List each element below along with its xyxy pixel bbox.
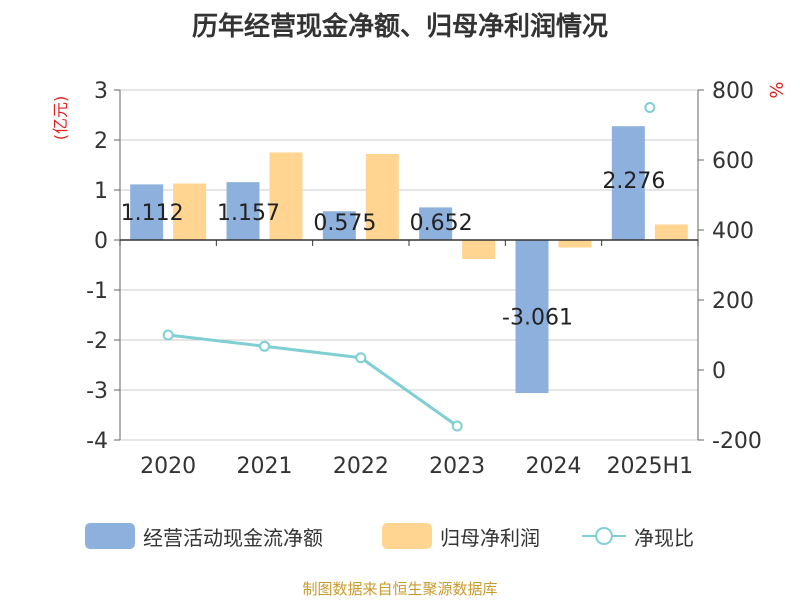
axes-layer: 3 2 1 0 -1 -2 -3 -4 800 600 400 200 0 -200 (亿元)% 2020 20… bbox=[51, 79, 786, 479]
data-label-operating-cash: 0.575 bbox=[313, 211, 376, 236]
legend-label-operating-cash: 经营活动现金流净额 bbox=[143, 525, 323, 550]
bar-operating-cash bbox=[322, 211, 356, 240]
grid-lines bbox=[120, 89, 698, 441]
y-right-tick-label: 800 bbox=[712, 79, 754, 104]
bar-net-profit bbox=[269, 152, 303, 240]
x-tick-label: 2023 bbox=[429, 454, 485, 479]
data-label-operating-cash: 1.157 bbox=[217, 201, 280, 226]
legend-swatch-ratio bbox=[582, 527, 626, 545]
y-right-axis-unit: % bbox=[765, 81, 786, 98]
legend-item-net-profit: 归母净利润 bbox=[382, 518, 540, 554]
x-tick-label: 2024 bbox=[526, 454, 582, 479]
data-label-operating-cash: -3.061 bbox=[502, 306, 573, 331]
ratio-point bbox=[644, 102, 656, 113]
bar-operating-cash bbox=[130, 184, 164, 240]
y-left-tick-label: -2 bbox=[86, 329, 108, 354]
x-tick-label: 2025H1 bbox=[607, 454, 694, 479]
bar-operating-cash bbox=[419, 207, 453, 240]
data-label-operating-cash: 2.276 bbox=[602, 169, 665, 194]
legend-item-operating-cash: 经营活动现金流净额 bbox=[85, 518, 323, 554]
chart-title: 历年经营现金净额、归母净利润情况 bbox=[191, 12, 608, 42]
ratio-line bbox=[167, 333, 459, 428]
ratio-point bbox=[451, 420, 463, 432]
y-left-axis-unit: (亿元) bbox=[51, 96, 70, 141]
bar-operating-cash bbox=[515, 240, 549, 394]
x-tick-label: 2022 bbox=[333, 454, 389, 479]
y-left-tick-label: 0 bbox=[94, 229, 108, 254]
y-right-tick-label: 400 bbox=[712, 219, 754, 244]
x-tick-label: 2021 bbox=[237, 454, 293, 479]
y-right-tick-label: -200 bbox=[712, 429, 762, 454]
bar-net-profit bbox=[173, 183, 207, 240]
y-right-tick-label: 0 bbox=[712, 359, 726, 384]
ratio-line-layer bbox=[162, 102, 656, 432]
data-label-operating-cash: 0.652 bbox=[410, 211, 473, 236]
legend: 经营活动现金流净额 归母净利润 净现比 bbox=[0, 518, 800, 554]
legend-swatch-net-profit bbox=[382, 523, 432, 549]
bar-net-profit bbox=[654, 224, 688, 240]
bar-net-profit bbox=[462, 240, 496, 259]
data-label-operating-cash: 1.112 bbox=[121, 201, 184, 226]
y-left-tick-label: 3 bbox=[94, 79, 108, 104]
bar-net-profit bbox=[558, 240, 592, 248]
ratio-point bbox=[259, 340, 270, 352]
legend-item-ratio: 净现比 bbox=[582, 518, 694, 554]
y-right-tick-label: 200 bbox=[712, 289, 754, 314]
y-left-tick-label: -1 bbox=[86, 279, 108, 304]
legend-label-net-profit: 归母净利润 bbox=[440, 525, 540, 550]
bar-operating-cash bbox=[226, 182, 260, 240]
x-tick-label: 2020 bbox=[140, 454, 196, 479]
bar-operating-cash bbox=[611, 126, 645, 240]
legend-label-ratio: 净现比 bbox=[634, 525, 694, 550]
ratio-point bbox=[355, 352, 367, 364]
y-left-tick-label: -4 bbox=[86, 429, 108, 454]
y-right-tick-label: 600 bbox=[712, 149, 754, 174]
source-note: 制图数据来自恒生聚源数据库 bbox=[302, 580, 498, 598]
bars-layer bbox=[130, 126, 688, 394]
y-left-tick-label: 2 bbox=[94, 129, 108, 154]
y-left-tick-label: 1 bbox=[94, 179, 108, 204]
y-left-tick-label: -3 bbox=[86, 379, 108, 404]
bar-net-profit bbox=[365, 154, 399, 240]
data-labels-layer: 1.112 1.157 0.575 0.652 -3.061 2.276 bbox=[121, 169, 666, 330]
legend-swatch-operating-cash bbox=[85, 523, 135, 549]
ratio-point bbox=[162, 329, 174, 341]
